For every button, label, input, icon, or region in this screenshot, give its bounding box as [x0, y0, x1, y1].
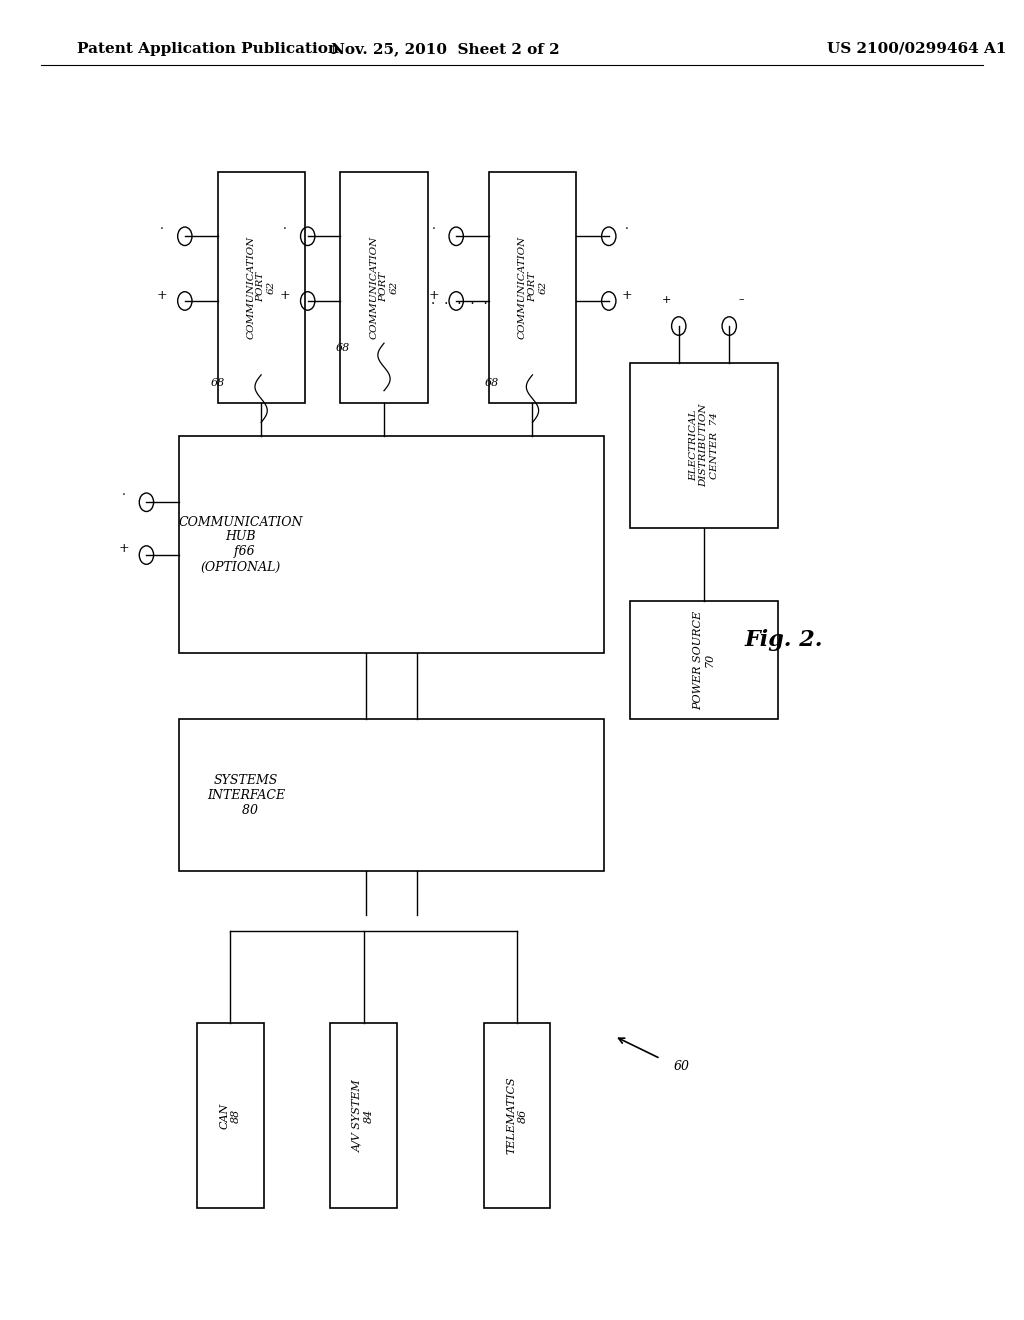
Text: POWER SOURCE
70: POWER SOURCE 70	[693, 610, 715, 710]
Text: +: +	[280, 289, 291, 302]
Text: COMMUNICATION
HUB
  f66
(OPTIONAL): COMMUNICATION HUB f66 (OPTIONAL)	[178, 516, 303, 573]
Bar	[484, 1023, 551, 1208]
Text: ELECTRICAL
DISTRIBUTION
CENTER  74: ELECTRICAL DISTRIBUTION CENTER 74	[689, 404, 719, 487]
Text: 68: 68	[484, 378, 499, 388]
Text: 68: 68	[336, 343, 350, 354]
Bar	[217, 172, 305, 403]
Text: COMMUNICATION
PORT
62: COMMUNICATION PORT 62	[246, 235, 276, 339]
Bar	[179, 436, 604, 653]
Text: 60: 60	[674, 1060, 690, 1073]
Text: ·: ·	[432, 223, 435, 236]
Text: –: –	[738, 294, 744, 305]
Bar	[179, 719, 604, 871]
Text: CAN
88: CAN 88	[219, 1102, 242, 1129]
Text: SYSTEMS
INTERFACE
  80: SYSTEMS INTERFACE 80	[207, 774, 285, 817]
Text: COMMUNICATION
PORT
62: COMMUNICATION PORT 62	[369, 235, 399, 339]
Bar	[340, 172, 428, 403]
Text: US 2100/0299464 A1: US 2100/0299464 A1	[826, 42, 1007, 55]
Text: ·: ·	[626, 223, 629, 236]
Text: COMMUNICATION
PORT
62: COMMUNICATION PORT 62	[517, 235, 548, 339]
Text: TELEMATICS
86: TELEMATICS 86	[506, 1077, 528, 1154]
Text: +: +	[622, 289, 633, 302]
Text: Patent Application Publication: Patent Application Publication	[77, 42, 339, 55]
Text: ·: ·	[284, 223, 287, 236]
Bar	[197, 1023, 264, 1208]
Text: +: +	[662, 294, 671, 305]
Text: +: +	[428, 289, 439, 302]
Text: ·  ·  ·  ·  ·: · · · · ·	[431, 297, 488, 310]
Bar	[630, 363, 778, 528]
Text: A/V SYSTEM
84: A/V SYSTEM 84	[352, 1078, 375, 1152]
Bar	[489, 172, 575, 403]
Text: Fig. 2.: Fig. 2.	[744, 630, 822, 651]
Text: ·: ·	[161, 223, 164, 236]
Bar	[330, 1023, 397, 1208]
Text: +: +	[157, 289, 168, 302]
Bar	[630, 601, 778, 719]
Text: 68: 68	[211, 378, 225, 388]
Text: Nov. 25, 2010  Sheet 2 of 2: Nov. 25, 2010 Sheet 2 of 2	[331, 42, 560, 55]
Text: ·: ·	[122, 490, 126, 502]
Text: +: +	[119, 543, 129, 554]
